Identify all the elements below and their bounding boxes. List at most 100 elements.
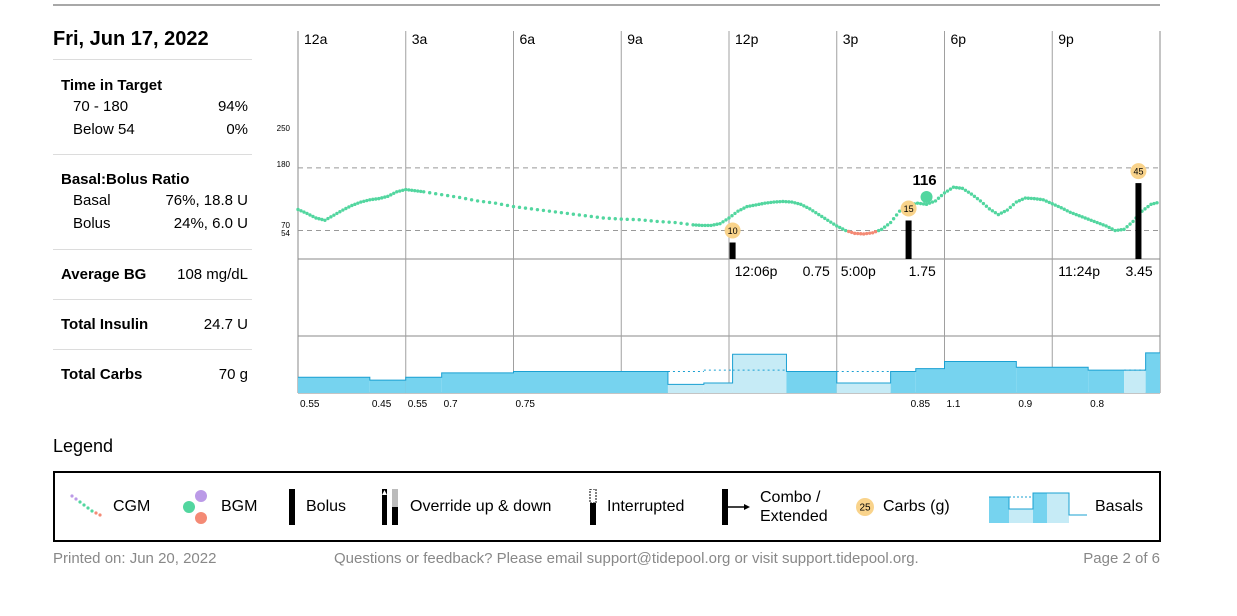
cgm-point [736,209,740,213]
cgm-point [481,199,486,204]
cgm-point [808,207,812,211]
cgm-point [401,188,405,192]
legend-combo: Combo / Extended [720,473,828,540]
cgm-point [305,211,309,216]
cgm-point [1041,198,1045,202]
basal-segment [703,382,733,393]
basal-bolus-title: Basal:Bolus Ratio [61,171,190,188]
stat-label: Below 54 [73,121,135,138]
cgm-point [858,232,863,236]
cgm-point [882,225,887,229]
bgm-point [920,191,933,203]
basal-segment [786,371,837,393]
cgm-point [984,204,989,208]
cgm-point [469,198,474,202]
bolus-units-label: 3.45 [1125,263,1152,279]
basal-segment [405,377,442,393]
top-divider [53,4,1160,6]
cgm-point [505,203,510,208]
carb-value-label: 45 [1133,167,1143,177]
basal-segment [944,361,1017,393]
cgm-point [873,229,878,234]
legend-label: Combo / [760,488,821,506]
cgm-point [826,218,830,222]
carb-sample-label: 25 [859,502,871,513]
cgm-point [493,201,498,205]
basal-rate-label: 0.45 [372,399,392,410]
cgm-point [924,202,929,207]
combo-extended-icon [722,488,750,525]
legend-carbs: 25 Carbs (g) [855,473,950,540]
cgm-point [649,219,653,223]
stat-row: Below 54 0% [61,118,252,141]
cgm-point [416,189,420,193]
cgm-point [918,201,923,206]
cgm-point [718,221,722,226]
cgm-point [754,203,758,207]
stat-label: Bolus [73,215,111,232]
cgm-point [377,196,381,201]
cgm-point [987,207,992,211]
cgm-point [386,194,390,199]
cgm-point [751,203,755,208]
cgm-point [392,191,396,196]
cgm-point [730,214,734,218]
basal-segment [298,377,370,393]
cgm-point [404,187,408,192]
cgm-point [733,211,737,216]
cgm-point [595,215,600,219]
cgm-point [1071,211,1075,216]
cgm-point [451,194,456,199]
cgm-point [939,193,944,198]
basal-rate-label: 1.1 [947,399,961,410]
cgm-point [829,220,833,224]
cgm-icon [70,493,102,517]
basal-segment [667,384,704,393]
legend-label: BGM [221,497,258,515]
cgm-point [844,228,848,233]
carbs-icon: 25 [856,497,874,516]
bolus-time-label: 5:00p [841,263,876,279]
basal-rate-label: 0.55 [408,399,428,410]
cgm-point [727,216,731,220]
cgm-point [700,223,704,228]
cgm-point [427,191,432,195]
cgm-point [637,218,641,222]
cgm-point [347,205,351,209]
cgm-point [529,207,534,211]
legend-label: Extended [760,507,828,525]
basal-segment [513,371,668,393]
cgm-point [1092,219,1096,224]
cgm-point [978,199,983,203]
cgm-point [850,230,854,235]
cgm-point [362,199,366,203]
cgm-point [853,231,857,236]
stat-label: Basal [73,192,111,209]
bolus-units-label: 1.75 [909,263,936,279]
cgm-point [999,211,1004,215]
cgm-point [413,188,417,193]
cgm-point [1038,197,1042,202]
bolus-bar [729,242,736,259]
bg-tick-label: 70 [281,221,290,230]
cgm-point [832,222,836,226]
cgm-point [709,223,713,228]
carb-circle [1130,163,1147,180]
stat-value: 24%, 6.0 U [173,215,248,232]
cgm-point [742,206,746,210]
cgm-point [1152,201,1156,206]
cgm-point [338,210,342,214]
average-bg-label: Average BG [61,266,147,283]
cgm-point [601,216,605,220]
cgm-point [1014,200,1019,204]
cgm-point [1086,217,1090,221]
basal-segment [1124,370,1146,393]
cgm-point [888,220,893,225]
cgm-point [990,209,995,213]
legend-label: Bolus [306,497,347,515]
cgm-point [1008,205,1013,210]
cgm-point [1119,228,1123,232]
cgm-point [781,199,785,204]
cgm-point [329,215,333,219]
